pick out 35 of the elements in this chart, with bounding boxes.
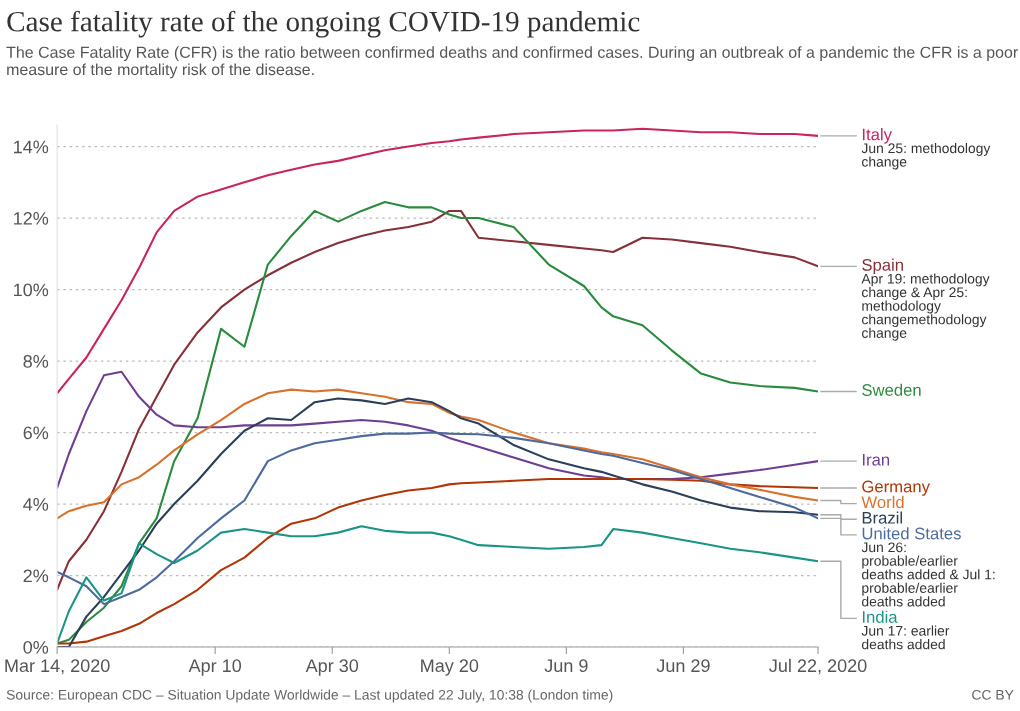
chart-title: Case fatality rate of the ongoing COVID-19 pandemic: [7, 10, 640, 38]
x-tick-label: Apr 10: [188, 659, 242, 676]
source-note: Source: European CDC – Situation Update Worldwide – Last updated 22 July, 10:38 (London time): [6, 689, 613, 703]
annotation: Apr 19: methodology change & Apr 25: methodology changemethodology change: [861, 273, 990, 341]
y-tick-label: 6%: [23, 426, 49, 440]
x-tick-label: May 20: [421, 659, 479, 676]
text: Sweden: [862, 383, 921, 396]
y-tick-label: 2%: [23, 569, 49, 583]
text: United States: [862, 527, 961, 540]
text: Italy: [862, 128, 892, 144]
y-tick-label: 12%: [14, 212, 49, 225]
y-tick-label: 8%: [23, 354, 49, 368]
x-tick-label: Mar 14, 2020: [5, 659, 110, 675]
x-tick-label: Jul 22, 2020: [769, 658, 867, 675]
text: India: [862, 610, 898, 623]
chart-subtitle: The Case Fatality Rate (CFR) is the ratio between confirmed deaths and confirmed cases. During an outbreak of a pandemic the CFR is a poor measure of the mortality risk of the disease.: [6, 46, 1018, 79]
text: Spain: [862, 258, 903, 275]
y-tick-label: 4%: [23, 498, 49, 511]
y-tick-label: 10%: [14, 283, 49, 297]
x-tick-label: Jun 9: [544, 659, 588, 673]
annotation: Jun 17: earlier deaths added: [861, 625, 950, 650]
line-series: [57, 431, 819, 606]
x-tick-label: Apr 30: [305, 659, 359, 676]
x-tick-label: Jun 29: [656, 659, 710, 673]
y-tick-label: 0%: [23, 640, 49, 654]
text: Germany: [862, 480, 930, 496]
line-series: [57, 127, 819, 395]
annotation: Jun 26: probable/earlier deaths added & Jul 1: probable/earlier deaths added: [861, 542, 995, 607]
line-series: [57, 388, 819, 520]
text: World: [861, 495, 904, 509]
text: Iran: [862, 453, 890, 466]
line-series: [57, 370, 819, 489]
text: Brazil: [862, 511, 902, 524]
text: CC BY: [972, 689, 1014, 700]
y-tick-label: 14%: [14, 140, 49, 154]
